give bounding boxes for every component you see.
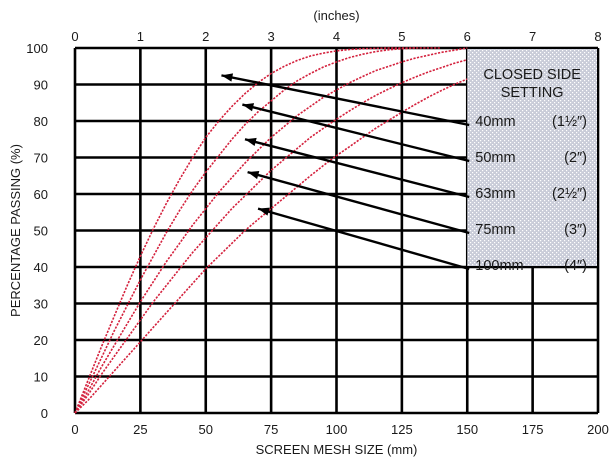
x2-tick-label: 8 [594,29,601,44]
y-tick-label: 20 [34,333,48,348]
y-tick-label: 90 [34,78,48,93]
leader-arrowhead [258,207,270,216]
leader-line [257,207,470,271]
y-tick-label: 10 [34,370,48,385]
legend-panel [467,49,597,266]
legend-entry-inch: (2½″) [552,186,587,202]
x-tick-label: 175 [522,422,544,437]
y-axis-title: PERCENTAGE PASSING (%) [8,144,23,317]
leader-arrowhead [244,137,257,147]
x2-tick-label: 7 [529,29,536,44]
legend-entry-mm: 75mm [475,222,515,238]
leader-line [247,170,470,235]
y-tick-label: 70 [34,151,48,166]
y-tick-label: 30 [34,297,48,312]
legend-entry-mm: 100mm [475,258,523,274]
legend-text: CLOSED SIDE SETTING 40mm (1½″) 50mm (2″) 63mm (… [475,67,587,274]
x-tick-label: 200 [587,422,609,437]
x2-tick-label: 5 [398,29,405,44]
legend-entry-inch: (2″) [564,150,587,166]
leader-arrowhead [221,73,234,82]
series-line-2 [74,47,442,414]
series-line-3 [74,47,468,414]
leader-arrowhead [247,170,260,180]
x-tick-label: 75 [264,422,278,437]
x-tick-label: 125 [391,422,413,437]
series-line-1 [74,47,415,414]
x2-tick-label: 3 [268,29,275,44]
legend-entry-inch: (4″) [564,258,587,274]
y-tick-label: 60 [34,187,48,202]
x2-tick-label: 0 [71,29,78,44]
y-tick-label: 80 [34,114,48,129]
legend-title-line: SETTING [501,85,564,101]
grid [73,46,600,415]
legend-entry-inch: (1½″) [552,114,587,130]
series-curves [74,47,468,414]
x2-axis-title: (inches) [313,8,359,23]
y-tick-label: 40 [34,260,48,275]
x-axis-title: SCREEN MESH SIZE (mm) [256,442,418,457]
leader-line [221,74,470,127]
leader-line [242,103,470,163]
y-tick-label: 0 [41,406,48,421]
series-line-4 [74,58,468,414]
x-tick-label: 25 [133,422,147,437]
x-tick-label: 100 [326,422,348,437]
x2-tick-label: 6 [464,29,471,44]
legend-entry-mm: 63mm [475,186,515,202]
legend-entry-mm: 50mm [475,150,515,166]
x2-tick-label: 1 [137,29,144,44]
x-tick-label: 0 [71,422,78,437]
x-tick-label: 50 [199,422,213,437]
legend-entry-mm: 40mm [475,114,515,130]
legend-leaders [221,73,470,271]
y-tick-label: 100 [26,41,48,56]
x-tick-label: 150 [456,422,478,437]
legend-entry-inch: (3″) [564,222,587,238]
legend-box [467,49,597,266]
x2-tick-label: 2 [202,29,209,44]
leader-line [244,138,470,199]
y-tick-label: 50 [34,224,48,239]
legend-title-line: CLOSED SIDE [483,67,581,83]
x2-tick-label: 4 [333,29,340,44]
leader-arrowhead [242,103,255,112]
